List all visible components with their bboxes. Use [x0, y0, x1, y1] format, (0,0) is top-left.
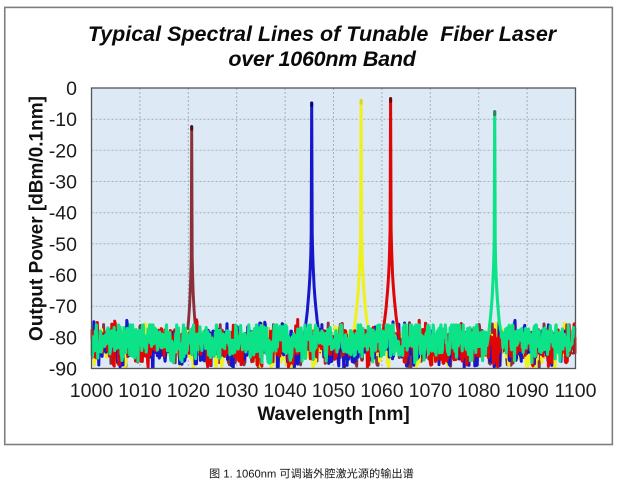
- svg-text:-30: -30: [49, 172, 77, 194]
- svg-text:-40: -40: [49, 203, 77, 225]
- svg-text:1050: 1050: [312, 380, 356, 402]
- svg-text:1090: 1090: [505, 380, 549, 402]
- svg-text:1000: 1000: [70, 380, 114, 402]
- svg-text:-10: -10: [49, 109, 77, 131]
- svg-text:Wavelength [nm]: Wavelength [nm]: [257, 404, 409, 425]
- svg-text:1040: 1040: [263, 380, 307, 402]
- svg-text:-60: -60: [49, 265, 77, 287]
- svg-text:1100: 1100: [555, 380, 597, 402]
- svg-text:1070: 1070: [409, 380, 453, 402]
- svg-text:Output Power [dBm/0.1nm]: Output Power [dBm/0.1nm]: [27, 96, 48, 341]
- svg-text:1060: 1060: [360, 380, 404, 402]
- svg-text:1020: 1020: [167, 380, 211, 402]
- svg-text:-70: -70: [49, 296, 77, 318]
- svg-text:0: 0: [66, 78, 77, 100]
- svg-text:Typical Spectral Lines of Tuna: Typical Spectral Lines of Tunable Fiber …: [88, 22, 558, 46]
- svg-text:over 1060nm Band: over 1060nm Band: [228, 47, 416, 71]
- svg-text:1010: 1010: [118, 380, 162, 402]
- svg-text:-80: -80: [49, 327, 77, 349]
- svg-text:-90: -90: [49, 359, 77, 381]
- svg-text:-20: -20: [49, 140, 77, 162]
- svg-text:1080: 1080: [457, 380, 501, 402]
- svg-text:-50: -50: [49, 234, 77, 256]
- svg-text:1030: 1030: [215, 380, 259, 402]
